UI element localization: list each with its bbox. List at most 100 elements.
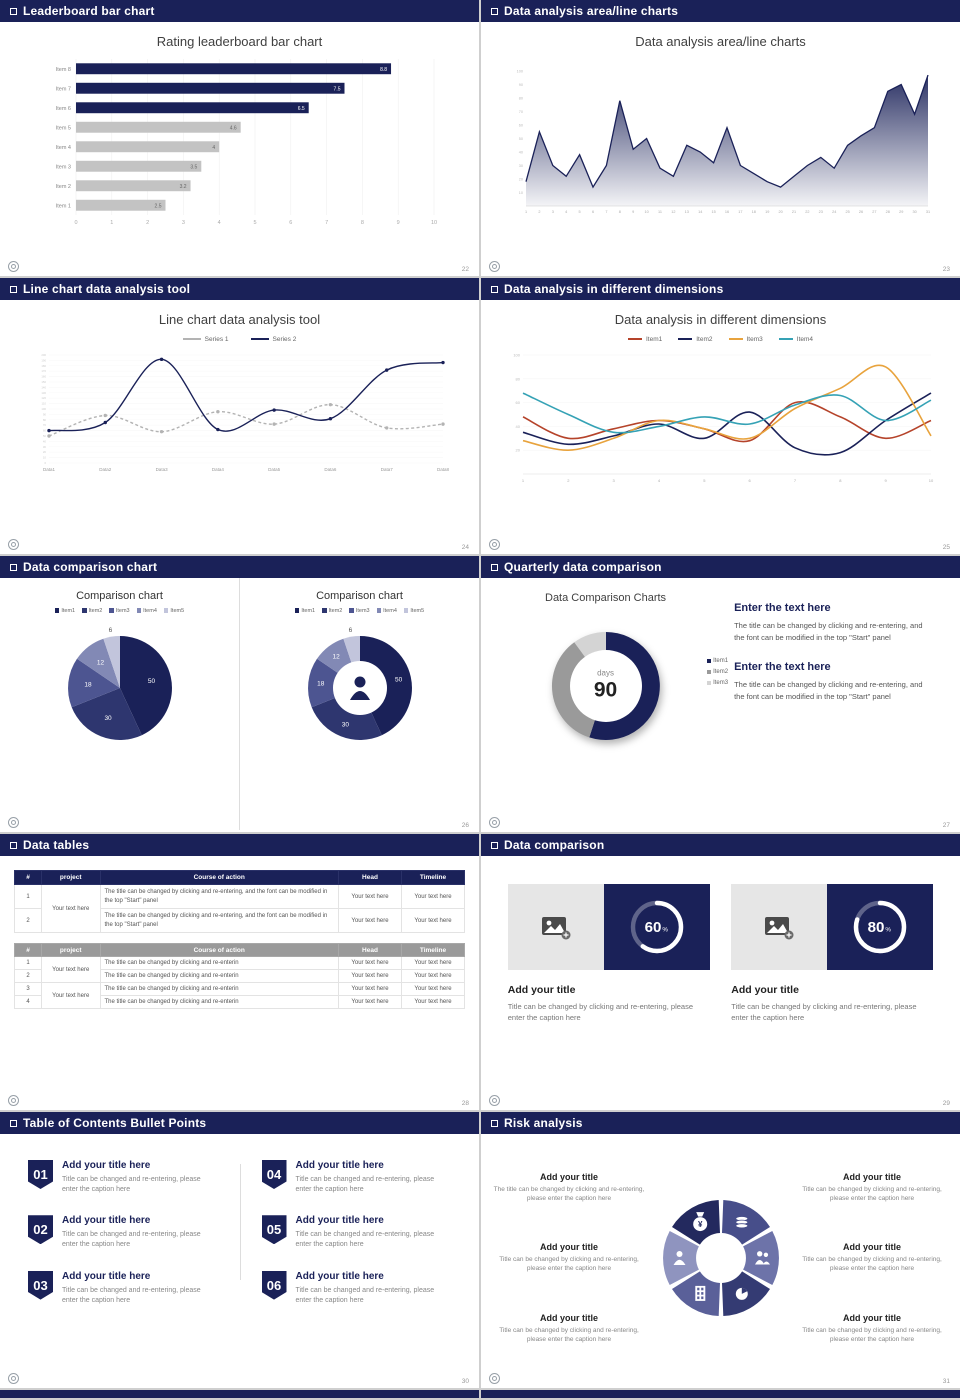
legend-label: Item2 (88, 608, 103, 614)
legend-item: Item1 (627, 336, 662, 343)
cell-action: The title can be changed by clicking and… (99, 995, 339, 1009)
number-badge: 03 (28, 1270, 53, 1300)
card-caption: Title can be changed by clicking and re-… (507, 1002, 694, 1023)
page-number: 29 (942, 1100, 950, 1107)
legend-label: Series 1 (204, 336, 229, 343)
slide-header-title: Data analysis in different dimensions (504, 282, 724, 296)
toc-text: Add your title here Title can be changed … (62, 1160, 212, 1195)
next-row-slide-tops (0, 1390, 960, 1398)
svg-text:Item 2: Item 2 (55, 184, 70, 190)
svg-text:60: 60 (518, 124, 522, 128)
cell-num: 4 (14, 995, 42, 1009)
bullet-square-icon (491, 1119, 498, 1127)
svg-text:50: 50 (394, 677, 402, 684)
svg-text:60: 60 (42, 429, 46, 433)
toc-title: Add your title here (62, 1160, 151, 1171)
slide-header-title: Data analysis area/line charts (504, 4, 679, 18)
risk-caption: Title can be changed by clicking and re-… (802, 1185, 942, 1202)
svg-text:2.5: 2.5 (154, 203, 161, 209)
number-badge: 04 (261, 1160, 287, 1189)
bullet-square-icon (10, 285, 17, 293)
number-badge: 06 (261, 1270, 287, 1300)
svg-text:30: 30 (518, 164, 522, 168)
cell-head: Your text here (338, 884, 402, 909)
svg-text:2: 2 (538, 210, 540, 214)
svg-text:12: 12 (671, 210, 675, 214)
svg-text:170: 170 (41, 369, 46, 373)
svg-text:17: 17 (738, 210, 742, 214)
cell-num: 3 (14, 982, 42, 996)
comparison-card: 80% Add your title Title can be changed … (731, 884, 934, 1024)
svg-text:80: 80 (868, 919, 885, 936)
chart-legend: Item1 Item2 Item3 Item4 (481, 336, 960, 343)
university-logo-icon (8, 1373, 19, 1384)
legend-item: Item2 (82, 608, 102, 614)
image-placeholder-box (731, 884, 828, 970)
cell-num: 1 (14, 956, 42, 970)
svg-text:90: 90 (42, 412, 46, 416)
svg-text:130: 130 (41, 391, 46, 395)
legend-marker (728, 338, 743, 341)
donut-center-label: days (597, 667, 614, 677)
svg-text:40: 40 (42, 439, 46, 443)
svg-text:10: 10 (42, 456, 46, 460)
svg-text:80: 80 (42, 418, 46, 422)
cell-head: Your text here (338, 956, 402, 970)
svg-text:70: 70 (42, 423, 46, 427)
university-logo-icon (489, 261, 500, 272)
leaderboard-bar-chart: 0 1 2 3 4 5 6 7 8 9 10 Item 8 8.8 Item 7 7.5 Item 6 6.5 I… (55, 59, 437, 226)
chart-legend: Series 1 Series 2 (0, 336, 479, 343)
risk-title: Add your title (843, 1171, 901, 1182)
legend-label: Item3 (746, 336, 763, 343)
risk-item: Add your title The title can be changed b… (493, 1172, 645, 1203)
quarterly-panels: Data Comparison Charts days 90 Item1 Ite… (481, 578, 960, 830)
svg-text:Item 4: Item 4 (55, 145, 70, 151)
svg-text:4: 4 (217, 220, 220, 226)
toc-text: Add your title here Title can be changed … (296, 1271, 446, 1306)
svg-text:9: 9 (396, 220, 399, 226)
col-header: Head (338, 870, 402, 885)
slide-header-title: Risk analysis (504, 1116, 583, 1130)
toc-title: Add your title here (62, 1270, 151, 1282)
cell-head: Your text here (338, 908, 402, 933)
toc-text: Add your title here Title can be changed … (62, 1271, 212, 1306)
slide-header-title: Data comparison chart (23, 560, 158, 574)
svg-text:30: 30 (912, 210, 916, 214)
page-number: 26 (461, 822, 469, 829)
slide-header: Data analysis area/line charts (481, 0, 960, 22)
card-title: Add your title (731, 984, 799, 996)
svg-text:8: 8 (360, 220, 363, 226)
legend-item: Item3 (728, 336, 763, 343)
svg-text:1: 1 (524, 210, 526, 214)
svg-text:Data5: Data5 (268, 467, 281, 472)
toc-item: 05 Add your title here Title can be chang… (261, 1215, 452, 1250)
legend-item: Item2 (706, 669, 728, 675)
page-number: 28 (461, 1100, 469, 1107)
text-panel: Enter the text here The title can be cha… (730, 578, 960, 830)
svg-text:50: 50 (518, 137, 522, 141)
slide-line-chart-tool: Line chart data analysis tool Line chart… (0, 278, 479, 554)
bullet-square-icon (491, 563, 498, 571)
comparison-card: 60% Add your title Title can be changed … (507, 884, 710, 1024)
svg-text:18: 18 (751, 210, 755, 214)
bullet-square-icon (10, 7, 17, 15)
university-logo-icon (489, 1095, 500, 1106)
risk-wheel-diagram: ¥ (662, 1200, 779, 1316)
donut-legend: Item1 Item2 Item3 (706, 658, 728, 686)
slide-header: Data comparison (481, 834, 960, 856)
svg-text:10: 10 (430, 220, 436, 226)
toc-caption: Title can be changed and re-entering, pl… (295, 1231, 435, 1249)
svg-text:0: 0 (44, 461, 46, 465)
bullet-square-icon (10, 1119, 17, 1127)
risk-caption: Title can be changed by clicking and re-… (802, 1327, 942, 1344)
next-slide-header-partial (481, 1390, 960, 1398)
svg-text:¥: ¥ (697, 1220, 702, 1229)
svg-text:7.5: 7.5 (333, 86, 340, 92)
risk-caption: Title can be changed by clicking and re-… (499, 1327, 639, 1344)
svg-text:30: 30 (341, 722, 349, 729)
legend-swatch (294, 608, 300, 613)
cell-action: The title can be changed by clicking and… (99, 908, 339, 933)
legend-label: Series 2 (272, 336, 297, 343)
toc-title: Add your title here (295, 1160, 384, 1171)
svg-text:7: 7 (325, 220, 328, 226)
